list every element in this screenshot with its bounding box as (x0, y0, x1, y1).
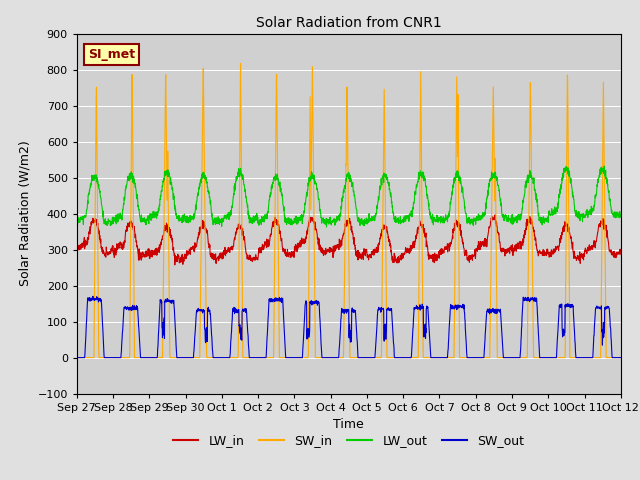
LW_in (617, 252, 625, 257)
LW_out (323, 224, 330, 230)
SW_out (376, 307, 384, 313)
LW_out (73, 218, 81, 224)
LW_out (507, 216, 515, 222)
LW_out (600, 163, 608, 169)
SW_in (617, 355, 625, 360)
SW_out (225, 355, 232, 360)
Y-axis label: Solar Radiation (W/m2): Solar Radiation (W/m2) (19, 141, 32, 287)
Line: LW_out: LW_out (77, 166, 621, 227)
SW_out (365, 355, 372, 360)
LW_out (617, 214, 625, 219)
LW_out (365, 220, 372, 226)
LW_in (584, 248, 592, 254)
Legend: LW_in, SW_in, LW_out, SW_out: LW_in, SW_in, LW_out, SW_out (168, 429, 529, 452)
LW_out (225, 211, 232, 216)
SW_in (73, 355, 81, 360)
LW_out (376, 184, 384, 190)
LW_out (569, 194, 577, 200)
LW_in (171, 262, 179, 268)
SW_out (507, 355, 515, 360)
SW_out (584, 355, 592, 360)
Line: LW_in: LW_in (77, 215, 621, 265)
LW_in (225, 249, 232, 254)
LW_in (376, 234, 384, 240)
Text: SI_met: SI_met (88, 48, 135, 61)
SW_in (365, 355, 372, 360)
SW_in (507, 355, 515, 360)
Line: SW_in: SW_in (77, 64, 621, 358)
SW_in (376, 355, 384, 360)
SW_out (89, 293, 97, 299)
SW_out (569, 303, 577, 309)
LW_in (570, 249, 577, 254)
LW_out (584, 210, 592, 216)
SW_in (569, 355, 577, 360)
SW_in (225, 355, 232, 360)
SW_in (237, 61, 244, 67)
SW_in (584, 355, 592, 360)
X-axis label: Time: Time (333, 418, 364, 431)
SW_out (617, 355, 625, 360)
LW_in (365, 257, 372, 263)
LW_in (508, 243, 515, 249)
LW_in (73, 246, 81, 252)
SW_out (73, 355, 81, 360)
LW_in (492, 212, 499, 217)
Line: SW_out: SW_out (77, 296, 621, 358)
Title: Solar Radiation from CNR1: Solar Radiation from CNR1 (256, 16, 442, 30)
